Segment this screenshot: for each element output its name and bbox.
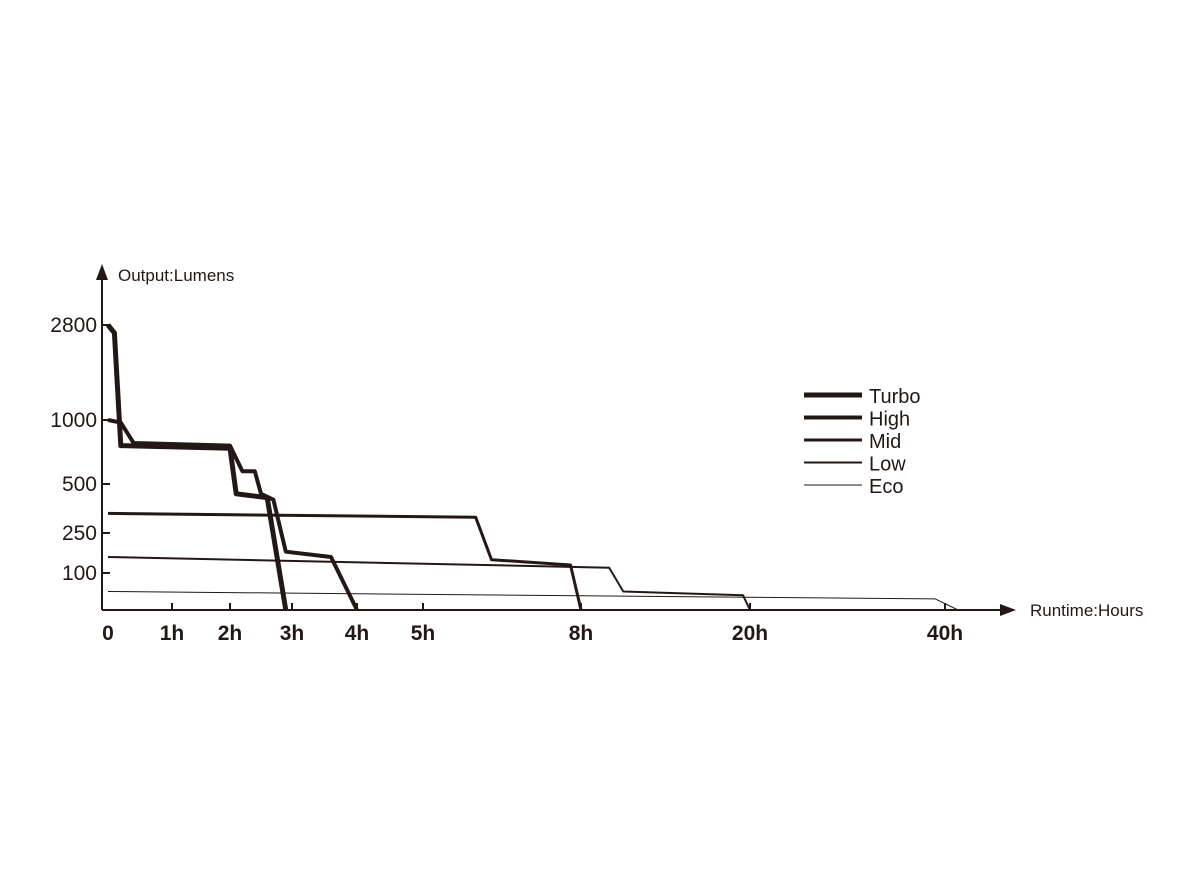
y-tick-label: 500 [62, 473, 97, 496]
y-tick-labels: 100 250 500 1000 2800 [50, 314, 110, 585]
legend-label: High [869, 409, 910, 431]
x-tick-label: 4h [345, 622, 370, 645]
series-lines [106, 323, 959, 611]
y-tick-label: 250 [62, 522, 97, 545]
x-axis-title: Runtime:Hours [1030, 601, 1143, 620]
series-line-low [107, 556, 751, 611]
x-tick-label: 1h [160, 622, 185, 645]
legend-label: Turbo [869, 386, 921, 408]
x-tick-label: 0 [102, 622, 114, 645]
y-tick-label: 2800 [50, 314, 97, 337]
x-tick-label: 2h [218, 622, 243, 645]
y-tick-label: 100 [62, 562, 97, 585]
legend-label: Mid [869, 431, 901, 453]
x-tick-label: 3h [280, 622, 305, 645]
y-axis-title: Output:Lumens [118, 266, 234, 285]
y-axis-arrow [96, 264, 108, 280]
x-tick-labels: 0 1h 2h 3h 4h 5h 8h 20h 40h [102, 603, 963, 645]
series-line-high [107, 418, 359, 611]
x-tick-label: 5h [411, 622, 436, 645]
series-line-mid [107, 511, 583, 611]
x-tick-label: 8h [569, 622, 594, 645]
x-tick-label: 20h [732, 622, 768, 645]
x-tick-label: 40h [927, 622, 963, 645]
legend-label: Low [869, 454, 906, 476]
legend-label: Eco [869, 476, 903, 498]
series-line-turbo [106, 323, 289, 611]
x-axis-arrow [1000, 604, 1016, 616]
series-line-eco [107, 591, 959, 611]
y-tick-label: 1000 [50, 409, 97, 432]
